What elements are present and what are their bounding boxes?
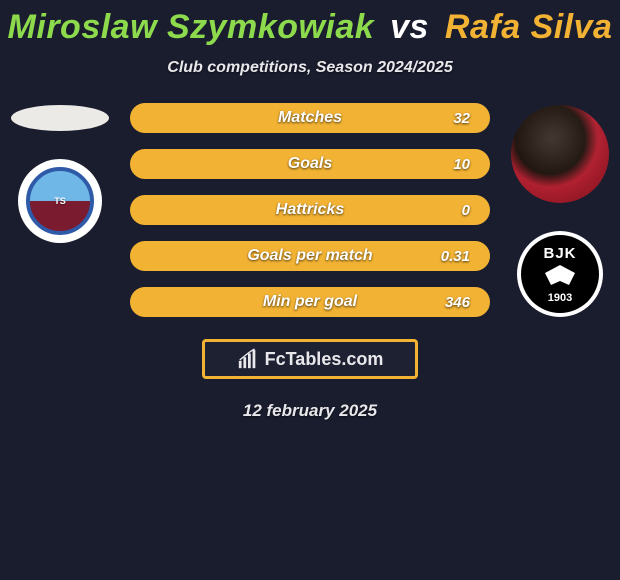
right-column: BJK 1903	[510, 105, 610, 317]
club-right-inner: BJK 1903	[521, 235, 599, 313]
comparison-card: Miroslaw Szymkowiak vs Rafa Silva Club c…	[0, 0, 620, 421]
date-text: 12 february 2025	[0, 401, 620, 421]
subtitle: Club competitions, Season 2024/2025	[0, 59, 620, 77]
stat-label: Matches	[278, 109, 342, 127]
club-right-year: 1903	[548, 292, 572, 304]
club-right-top-text: BJK	[543, 245, 576, 262]
player2-photo	[511, 105, 609, 203]
club-left-inner: TS	[26, 167, 94, 235]
stat-value-right: 346	[445, 294, 470, 311]
left-column: TS	[10, 105, 110, 243]
stat-row: Min per goal 346	[130, 287, 490, 317]
eagle-icon	[545, 265, 575, 285]
branding-box[interactable]: FcTables.com	[202, 339, 418, 379]
stat-value-right: 0	[462, 202, 470, 219]
player2-name: Rafa Silva	[445, 8, 613, 46]
player1-name: Miroslaw Szymkowiak	[8, 8, 375, 46]
stat-row: Matches 32	[130, 103, 490, 133]
page-title: Miroslaw Szymkowiak vs Rafa Silva	[0, 8, 620, 47]
stat-label: Hattricks	[276, 201, 344, 219]
stat-label: Goals	[288, 155, 332, 173]
chart-icon	[237, 348, 259, 370]
vs-label: vs	[390, 8, 429, 46]
stat-row: Hattricks 0	[130, 195, 490, 225]
stat-row: Goals per match 0.31	[130, 241, 490, 271]
stat-row: Goals 10	[130, 149, 490, 179]
player2-club-logo: BJK 1903	[517, 231, 603, 317]
stat-label: Min per goal	[263, 293, 357, 311]
stats-column: Matches 32 Goals 10 Hattricks 0 Goals per matc…	[130, 103, 490, 317]
branding-text: FcTables.com	[265, 349, 384, 370]
main-row: TS Matches 32 Goals 10 Hattricks 0 Goals per m…	[0, 105, 620, 317]
stat-value-right: 0.31	[441, 248, 470, 265]
player1-club-logo: TS	[18, 159, 102, 243]
stat-label: Goals per match	[247, 247, 372, 265]
stat-value-right: 32	[453, 110, 470, 127]
club-left-label: TS	[54, 196, 66, 206]
stat-value-right: 10	[453, 156, 470, 173]
player1-photo	[11, 105, 109, 131]
